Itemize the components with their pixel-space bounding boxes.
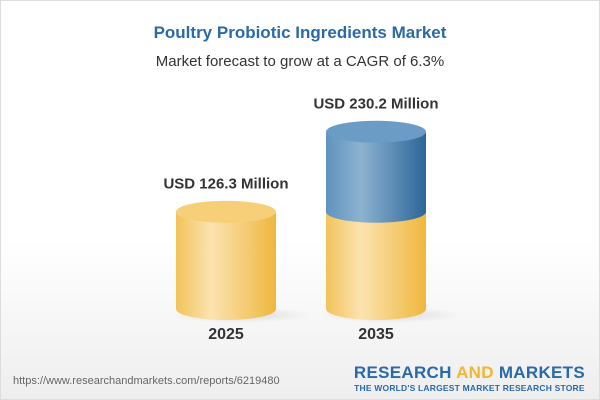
cylinder-chart: USD 126.3 Million 2025 USD 230.2 Million 20… [163, 96, 461, 343]
bar-2035-growth-top [326, 120, 426, 143]
source-url[interactable]: https://www.researchandmarkets.com/repor… [13, 375, 280, 387]
bar-2035-growth-body [326, 131, 426, 223]
chart-title: Poultry Probiotic Ingredients Market [153, 23, 447, 42]
research-and-markets-logo: RESEARCH AND MARKETS THE WORLD'S LARGEST… [353, 363, 585, 393]
data-label: USD 230.2 Million [313, 96, 438, 113]
bar-2035-base-body [326, 211, 426, 320]
data-label: USD 126.3 Million [163, 176, 288, 193]
bar-2025-body [176, 211, 276, 320]
chart-subtitle: Market forecast to grow at a CAGR of 6.3… [155, 53, 445, 70]
category-label: 2025 [208, 326, 244, 343]
category-label: 2035 [358, 326, 394, 343]
bar-2025-top [176, 200, 276, 223]
